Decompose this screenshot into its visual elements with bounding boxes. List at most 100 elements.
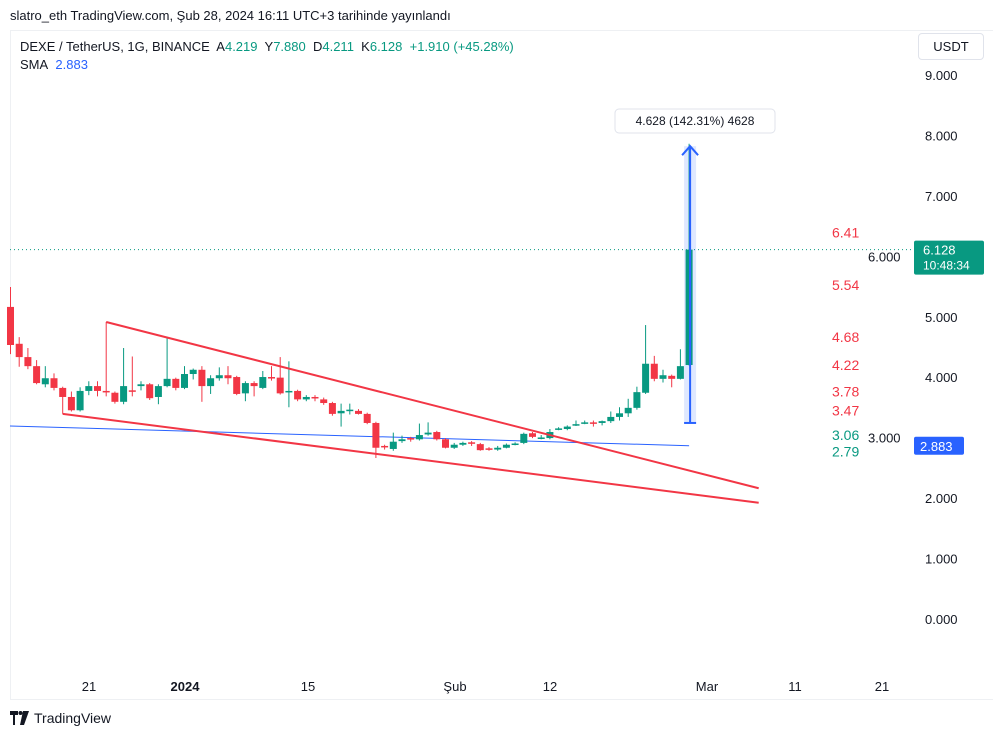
- candle-body: [207, 378, 215, 387]
- open-value: 4.219: [224, 39, 258, 54]
- x-tick-label: 21: [875, 679, 889, 694]
- price-level-label: 3.06: [832, 427, 859, 443]
- candle-body: [320, 399, 328, 404]
- currency-button[interactable]: USDT: [918, 33, 984, 60]
- candle-body: [15, 343, 23, 358]
- candle-body: [494, 447, 502, 450]
- candle-body: [346, 409, 354, 412]
- x-tick-label: Mar: [696, 679, 719, 694]
- candle-body: [485, 448, 493, 450]
- candle-body: [598, 421, 606, 423]
- candle-body: [442, 439, 449, 448]
- y-tick-label: 2.000: [925, 491, 958, 506]
- candle-body: [581, 422, 589, 424]
- y-tick-label: 4.000: [925, 370, 958, 385]
- candle-body: [476, 444, 484, 451]
- candle-body: [389, 441, 397, 449]
- y-tick-label: 0.000: [925, 612, 958, 627]
- wedge-trendline: [105, 321, 759, 490]
- candle-body: [50, 378, 58, 388]
- y-tick-label: 1.000: [925, 552, 958, 567]
- candle-body: [572, 424, 580, 426]
- sma-label[interactable]: SMA: [20, 57, 49, 72]
- measure-label: 4.628 (142.31%) 4628: [636, 114, 755, 128]
- candle-body: [511, 443, 519, 446]
- candle-body: [398, 439, 406, 442]
- candle-body: [163, 378, 171, 387]
- change-value: +1.910 (+45.28%): [409, 39, 514, 54]
- candle-body: [363, 413, 371, 423]
- candle-body: [33, 366, 41, 384]
- price-level-label: 4.68: [832, 329, 859, 345]
- price-level-label: 2.79: [832, 443, 859, 459]
- x-tick-label: 12: [543, 679, 557, 694]
- candle-body: [128, 390, 136, 392]
- candle-body: [337, 410, 345, 414]
- x-tick-label: 15: [301, 679, 315, 694]
- y-tick-label: 5.000: [925, 310, 958, 325]
- candle-body: [154, 386, 162, 397]
- high-label: Y: [264, 39, 274, 54]
- close-label: K: [361, 39, 370, 54]
- candle-body: [555, 428, 563, 430]
- candle-body: [76, 390, 84, 411]
- bar-countdown: 10:48:34: [923, 259, 970, 273]
- low-label: D: [312, 39, 323, 54]
- candle-body: [41, 378, 49, 385]
- symbol-name[interactable]: DEXE / TetherUS, 1G, BINANCE: [20, 39, 210, 54]
- candle-body: [294, 390, 302, 400]
- candle-body: [259, 377, 267, 388]
- low-value: 4.211: [322, 39, 354, 54]
- candle-body: [424, 432, 432, 435]
- last-price-tag: [914, 240, 984, 275]
- sma-value: 2.883: [55, 57, 88, 72]
- candle-body: [215, 375, 223, 379]
- candle-body: [642, 363, 650, 393]
- candle-body: [189, 369, 197, 375]
- candle-body: [120, 386, 128, 402]
- candle-body: [563, 426, 571, 430]
- high-value: 7.880: [273, 39, 306, 54]
- candle-body: [624, 407, 632, 414]
- price-level-label: 4.22: [832, 357, 859, 373]
- candle-body: [650, 363, 658, 379]
- candle-body: [24, 357, 32, 367]
- x-tick-label: 21: [82, 679, 96, 694]
- chart-pane[interactable]: [10, 30, 993, 700]
- candle-body: [589, 422, 597, 424]
- sma-price-tag: [914, 436, 964, 455]
- tradingview-wordmark: TradingView: [34, 710, 112, 726]
- tradingview-logo[interactable]: TradingView: [10, 710, 111, 726]
- candle-body: [311, 396, 319, 399]
- candle-body: [676, 366, 684, 379]
- y-tick-label: 8.000: [925, 128, 958, 143]
- candle-body: [668, 375, 676, 379]
- candle-body: [276, 377, 284, 394]
- candle-body: [407, 438, 415, 440]
- candle-body: [520, 433, 528, 443]
- candle-body: [146, 384, 154, 399]
- candle-body: [607, 416, 615, 422]
- candle-body: [94, 386, 101, 391]
- sma-price-value: 2.883: [920, 439, 953, 454]
- x-tick-label: 11: [788, 679, 802, 694]
- x-tick-label: 2024: [171, 679, 201, 694]
- price-level-label: 6.41: [832, 225, 859, 241]
- candle-body: [468, 442, 476, 444]
- candle-body: [616, 413, 623, 417]
- wedge-trendline: [62, 412, 759, 504]
- candle-body: [529, 433, 536, 437]
- x-tick-label: Şub: [443, 679, 466, 694]
- candle-body: [85, 386, 93, 391]
- candle-body: [450, 444, 458, 448]
- candle-body: [241, 383, 249, 394]
- close-value: 6.128: [369, 39, 403, 54]
- last-price-value: 6.128: [923, 243, 956, 258]
- candle-body: [198, 369, 206, 387]
- candle-body: [502, 444, 510, 448]
- candle-body: [537, 437, 545, 439]
- candle-body: [233, 377, 241, 394]
- open-label: A: [216, 39, 225, 54]
- candle-body: [102, 390, 110, 393]
